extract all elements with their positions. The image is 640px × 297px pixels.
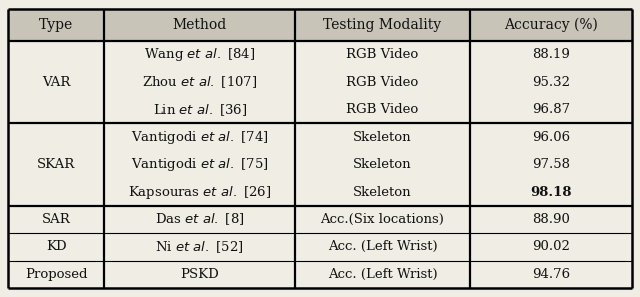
Text: Acc. (Left Wrist): Acc. (Left Wrist) [328, 240, 437, 253]
Bar [8, 178, 632, 206]
Text: 88.19: 88.19 [532, 48, 570, 61]
Text: 90.02: 90.02 [532, 240, 570, 253]
Bar [8, 9, 632, 41]
Text: 96.06: 96.06 [532, 131, 570, 144]
Text: Method: Method [173, 18, 227, 32]
Text: Wang $\it{et\ al.}$ [84]: Wang $\it{et\ al.}$ [84] [144, 46, 255, 63]
Text: Skeleton: Skeleton [353, 186, 412, 198]
Text: 96.87: 96.87 [532, 103, 570, 116]
Text: SAR: SAR [42, 213, 70, 226]
Text: Type: Type [39, 18, 73, 32]
Bar [8, 123, 632, 151]
Bar [8, 261, 632, 288]
Text: 88.90: 88.90 [532, 213, 570, 226]
Text: Lin $\it{et\ al.}$ [36]: Lin $\it{et\ al.}$ [36] [152, 102, 247, 118]
Bar [8, 151, 632, 178]
Text: Proposed: Proposed [25, 268, 87, 281]
Text: Ni $\it{et\ al.}$ [52]: Ni $\it{et\ al.}$ [52] [156, 239, 244, 255]
Text: PSKD: PSKD [180, 268, 219, 281]
Text: 95.32: 95.32 [532, 76, 570, 89]
Text: Vantigodi $\it{et\ al.}$ [75]: Vantigodi $\it{et\ al.}$ [75] [131, 156, 269, 173]
Text: 94.76: 94.76 [532, 268, 570, 281]
Text: Skeleton: Skeleton [353, 131, 412, 144]
Text: Skeleton: Skeleton [353, 158, 412, 171]
Bar [8, 96, 632, 123]
Text: RGB Video: RGB Video [346, 76, 419, 89]
Bar [8, 41, 632, 69]
Text: Vantigodi $\it{et\ al.}$ [74]: Vantigodi $\it{et\ al.}$ [74] [131, 129, 269, 146]
Bar [8, 69, 632, 96]
Text: RGB Video: RGB Video [346, 48, 419, 61]
Text: KD: KD [46, 240, 67, 253]
Text: Acc. (Left Wrist): Acc. (Left Wrist) [328, 268, 437, 281]
Text: Das $\it{et\ al.}$ [8]: Das $\it{et\ al.}$ [8] [155, 211, 244, 227]
Text: 97.58: 97.58 [532, 158, 570, 171]
Text: 98.18: 98.18 [531, 186, 572, 198]
Text: Acc.(Six locations): Acc.(Six locations) [321, 213, 444, 226]
Text: RGB Video: RGB Video [346, 103, 419, 116]
Text: VAR: VAR [42, 76, 70, 89]
Text: Testing Modality: Testing Modality [323, 18, 442, 32]
Text: Kapsouras $\it{et\ al.}$ [26]: Kapsouras $\it{et\ al.}$ [26] [128, 184, 271, 200]
Text: Zhou $\it{et\ al.}$ [107]: Zhou $\it{et\ al.}$ [107] [142, 74, 257, 90]
Bar [8, 233, 632, 261]
Text: SKAR: SKAR [37, 158, 76, 171]
Text: Accuracy (%): Accuracy (%) [504, 18, 598, 32]
Bar [8, 206, 632, 233]
